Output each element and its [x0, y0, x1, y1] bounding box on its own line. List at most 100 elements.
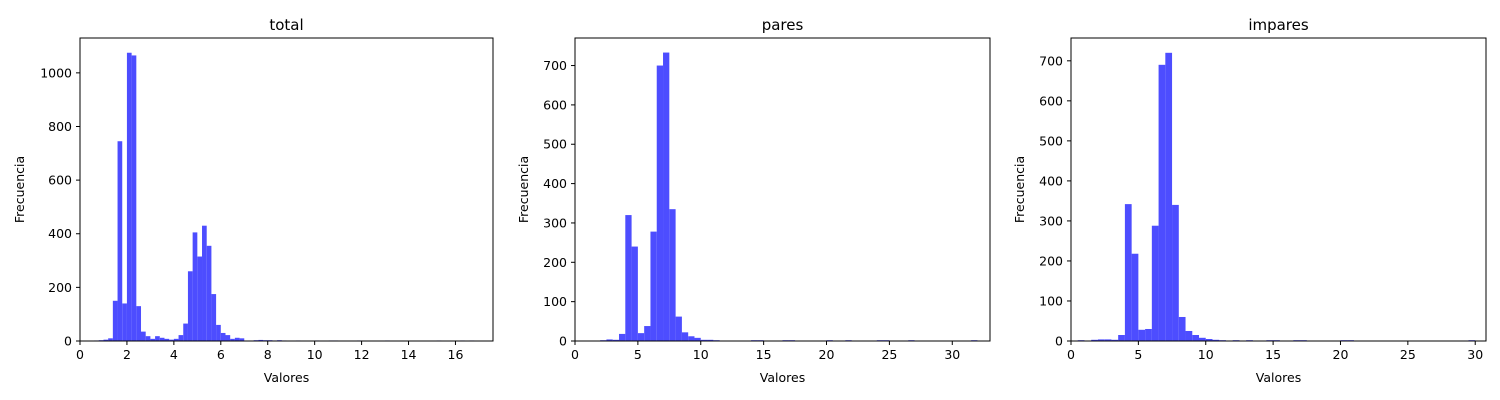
pares-y-tick-label: 400: [543, 176, 567, 191]
total-bar-13: [155, 336, 160, 341]
impares-y-tick-label: 500: [1039, 133, 1063, 148]
impares-x-tick-label: 0: [1067, 347, 1075, 362]
total-y-tick-label: 600: [48, 173, 72, 188]
pares-chart-title: pares: [762, 16, 804, 34]
total-x-tick-label: 0: [76, 347, 84, 362]
total-x-tick-label: 14: [401, 347, 417, 362]
total-bar-15: [164, 338, 170, 341]
pares-x-tick-label: 15: [756, 347, 772, 362]
panel-pares: 0 5 10 15 20 25 300100200300400500600700paresV…: [516, 16, 991, 385]
total-bar-28: [225, 335, 231, 341]
impares-x-tick-label: 5: [1134, 347, 1142, 362]
impares-bar-5: [1118, 335, 1125, 341]
total-x-tick-label: 10: [307, 347, 323, 362]
impares-y-tick-label: 600: [1039, 93, 1063, 108]
total-bar-7: [126, 52, 132, 341]
total-x-tick-label: 16: [448, 347, 464, 362]
impares-bar-18: [1205, 339, 1213, 341]
pares-bar-2: [612, 339, 620, 341]
total-x-tick-label: 2: [123, 347, 131, 362]
impares-bar-12: [1165, 52, 1173, 342]
impares-bar-8: [1138, 329, 1146, 341]
total-bar-11: [145, 336, 151, 341]
impares-bar-10: [1151, 225, 1159, 341]
total-x-axis-label: Valores: [264, 370, 309, 385]
total-bar-30: [234, 337, 240, 341]
total-x-tick-label: 4: [170, 347, 178, 362]
pares-y-axis-label: Frecuencia: [516, 156, 531, 223]
pares-y-tick-label: 0: [559, 334, 567, 349]
pares-bar-3: [619, 333, 626, 341]
pares-bar-13: [681, 332, 689, 341]
impares-x-tick-label: 25: [1400, 347, 1416, 362]
pares-x-tick-label: 30: [944, 347, 960, 362]
pares-bar-1: [606, 339, 613, 341]
pares-x-tick-label: 0: [571, 347, 579, 362]
pares-x-tick-label: 25: [881, 347, 897, 362]
impares-y-axis-label: Frecuencia: [1012, 156, 1027, 223]
pares-bar-11: [669, 209, 676, 341]
pares-y-tick-label: 700: [543, 58, 567, 73]
total-bar-27: [220, 332, 226, 341]
total-x-tick-label: 12: [354, 347, 370, 362]
impares-axes-frame: [1070, 37, 1487, 342]
pares-y-tick-label: 500: [543, 137, 567, 152]
pares-bar-4: [625, 215, 632, 341]
pares-bar-9: [656, 65, 664, 342]
pares-bar-6: [637, 333, 645, 341]
total-bar-24: [206, 245, 212, 341]
impares-x-axis-label: Valores: [1256, 370, 1301, 385]
total-bar-4: [112, 300, 118, 341]
total-bar-18: [178, 335, 184, 341]
pares-x-axis-label: Valores: [760, 370, 805, 385]
total-bar-3: [108, 338, 113, 341]
total-bar-9: [136, 306, 142, 341]
impares-bar-19: [1212, 339, 1220, 341]
impares-x-tick-label: 10: [1198, 347, 1214, 362]
impares-y-tick-label: 100: [1039, 293, 1063, 308]
total-bar-5: [117, 141, 123, 341]
total-bar-14: [159, 337, 165, 341]
total-x-tick-label: 8: [264, 347, 272, 362]
pares-bar-17: [707, 339, 714, 341]
total-y-tick-label: 1000: [40, 65, 72, 80]
total-bar-8: [131, 55, 137, 342]
panel-impares: 0 5 10 15 20 25 300100200300400500600700impare…: [1012, 16, 1487, 385]
impares-chart-title: impares: [1248, 16, 1309, 34]
total-y-tick-label: 200: [48, 280, 72, 295]
total-bar-16: [169, 339, 174, 341]
pares-x-tick-label: 10: [693, 347, 709, 362]
total-bar-29: [230, 338, 235, 341]
pares-bar-12: [675, 316, 682, 341]
total-axes-frame: [79, 37, 494, 342]
impares-y-tick-label: 400: [1039, 173, 1063, 188]
total-bar-20: [187, 271, 193, 341]
impares-bar-4: [1111, 339, 1119, 341]
impares-x-tick-label: 20: [1333, 347, 1349, 362]
impares-bar-11: [1158, 64, 1166, 341]
total-chart-title: total: [269, 16, 303, 34]
impares-bar-13: [1172, 204, 1179, 341]
impares-y-tick-label: 200: [1039, 253, 1063, 268]
impares-bar-3: [1104, 339, 1112, 341]
impares-bar-9: [1145, 328, 1152, 341]
impares-bar-6: [1124, 204, 1132, 341]
impares-bar-16: [1192, 335, 1200, 341]
impares-y-tick-label: 700: [1039, 53, 1063, 68]
total-x-tick-label: 6: [217, 347, 225, 362]
total-y-axis-label: Frecuencia: [12, 156, 27, 223]
impares-y-tick-label: 300: [1039, 213, 1063, 228]
impares-y-tick-label: 0: [1055, 334, 1063, 349]
pares-y-tick-label: 600: [543, 97, 567, 112]
total-y-tick-label: 0: [64, 334, 72, 349]
pares-y-tick-label: 100: [543, 294, 567, 309]
total-bar-31: [239, 338, 245, 341]
total-bar-12: [150, 338, 156, 341]
pares-bar-7: [644, 326, 651, 341]
total-bar-6: [122, 303, 127, 341]
panel-total: 0 2 4 6 8 10 12 14 16 0 200 400 600 800 1000 total Valor…: [12, 16, 494, 385]
pares-x-tick-label: 20: [819, 347, 835, 362]
total-bar-21: [192, 232, 198, 341]
pares-bar-10: [663, 52, 670, 342]
total-y-tick-label: 400: [48, 226, 72, 241]
